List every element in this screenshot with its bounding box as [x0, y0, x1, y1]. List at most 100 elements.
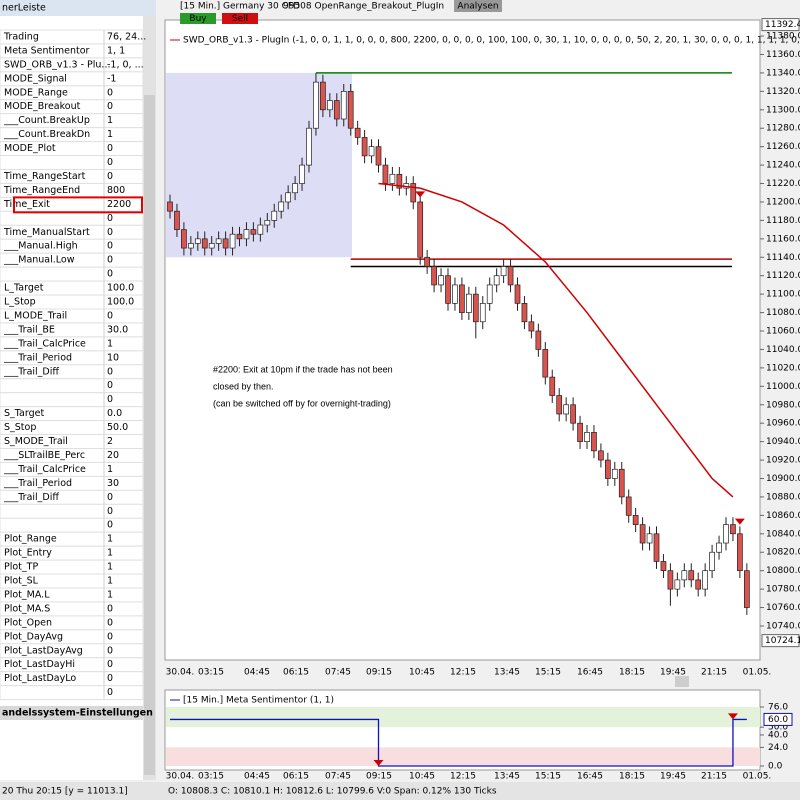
- y-tick-label: 40.0: [768, 730, 788, 740]
- y-tick-label: 11100.0: [766, 290, 800, 300]
- annotation: #2200: Exit at 10pm if the trade has not…: [213, 364, 393, 374]
- row-bg: [0, 517, 144, 533]
- row-value: 0: [107, 310, 113, 321]
- candle-body: [320, 81, 326, 111]
- y-tick-label: 10980.0: [766, 400, 800, 410]
- row-value: 1: [107, 562, 113, 573]
- candle-body: [639, 524, 646, 544]
- x-tick-label: 18:15: [619, 668, 645, 678]
- x-tick-label: 10:45: [409, 772, 435, 782]
- y-tick-label: 11280.0: [766, 124, 800, 134]
- row-name: S_Stop: [4, 422, 36, 433]
- candle-body: [730, 524, 736, 535]
- candle-body: [382, 164, 389, 184]
- row-name: Time_Exit: [3, 199, 50, 210]
- row-value: 0: [107, 603, 113, 614]
- row-value: 0: [107, 380, 113, 391]
- row-name: Time_RangeEnd: [3, 185, 80, 196]
- x-tick-label: 06:15: [283, 772, 309, 782]
- candle-body: [396, 173, 403, 189]
- analysis-label[interactable]: Analysen: [457, 2, 498, 12]
- candle-body: [438, 275, 444, 286]
- row-value: 20: [107, 450, 119, 461]
- candle-body: [361, 137, 368, 157]
- sell-button[interactable]: [222, 13, 258, 24]
- price-box-label: 10724.1: [765, 636, 800, 646]
- row-value: 2200: [107, 199, 131, 210]
- candle-body: [570, 404, 576, 424]
- x-tick-label: 09:15: [366, 668, 392, 678]
- row-value: 0: [107, 617, 113, 628]
- candle-body: [556, 395, 563, 415]
- candle-body: [222, 238, 229, 249]
- x-tick-label: 21:15: [701, 668, 727, 678]
- candle-body: [389, 173, 396, 184]
- x-tick-label: 01.05.: [743, 772, 772, 782]
- scroll-thumb[interactable]: [144, 95, 155, 775]
- row-name: Trading: [3, 31, 39, 42]
- candle-body: [271, 210, 278, 221]
- x-tick-label: 16:45: [577, 772, 603, 782]
- candle-body: [174, 210, 180, 230]
- strategy-name: 99508 OpenRange_Breakout_PlugIn: [283, 2, 444, 12]
- candle-body: [313, 81, 319, 129]
- candle-body: [709, 551, 715, 572]
- row-value: 0: [107, 631, 113, 642]
- candle-body: [452, 284, 458, 304]
- row-name: Time_RangeStart: [3, 171, 86, 182]
- y-tick-label: 11300.0: [766, 105, 800, 115]
- candle-body: [431, 266, 437, 286]
- candle-body: [299, 164, 305, 184]
- x-tick-label: 13:45: [494, 772, 520, 782]
- row-bg: [0, 392, 144, 408]
- row-name: MODE_Breakout: [4, 101, 81, 112]
- row-name: Plot_MA.S: [4, 603, 50, 614]
- x-tick-label: 09:15: [366, 772, 392, 782]
- analysis-button[interactable]: [454, 0, 502, 12]
- candle-body: [507, 266, 514, 286]
- row-value: 0: [107, 213, 113, 224]
- candle-body: [257, 224, 264, 235]
- row-name: SWD_ORB_v1.3 - Plu...: [4, 59, 110, 70]
- y-tick-label: 10940.0: [766, 437, 800, 447]
- row-name: ___Manual.Low: [3, 255, 75, 266]
- row-value: 1: [107, 129, 113, 140]
- row-value: 1: [107, 464, 113, 475]
- row-bg: [0, 685, 144, 701]
- candle-body: [737, 533, 743, 572]
- x-tick-label: 03:15: [198, 772, 224, 782]
- candle-body: [340, 90, 347, 120]
- buy-button[interactable]: [180, 13, 216, 24]
- row-value: 76, 24...: [107, 31, 146, 42]
- row-bg: [0, 266, 144, 282]
- row-value: 0: [107, 255, 113, 266]
- y-tick-label: 11220.0: [766, 179, 800, 189]
- row-name: Time_ManualStart: [3, 227, 90, 238]
- zone: [166, 747, 760, 766]
- x-tick-label: 03:15: [198, 668, 224, 678]
- x-tick-label: 12:15: [450, 772, 476, 782]
- sentiment-title: [15 Min.] Meta Sentimentor (1, 1): [183, 696, 334, 706]
- y-tick-label: 10800.0: [766, 566, 800, 576]
- chart-scroll-thumb[interactable]: [675, 676, 689, 687]
- candle-body: [479, 303, 486, 323]
- x-tick-label: 07:45: [325, 668, 351, 678]
- candle-body: [201, 238, 208, 249]
- sell-label[interactable]: Sell: [232, 14, 248, 24]
- x-tick-label: 21:15: [701, 772, 727, 782]
- price-box: [761, 634, 800, 648]
- row-value: 100.0: [107, 297, 134, 308]
- candle-body: [486, 284, 493, 304]
- row-name: MODE_Range: [4, 87, 68, 98]
- row-name: Plot_LastDayLo: [4, 673, 76, 684]
- y-tick-label: 11060.0: [766, 327, 800, 337]
- x-tick-label: 13:45: [494, 668, 520, 678]
- row-value: 0: [107, 143, 113, 154]
- buy-label[interactable]: Buy: [189, 14, 207, 24]
- candle-body: [723, 524, 729, 544]
- row-name: ___Manual.High: [3, 241, 78, 252]
- row-value: 30: [107, 478, 119, 489]
- candle-body: [646, 533, 653, 544]
- candle-body: [716, 542, 722, 553]
